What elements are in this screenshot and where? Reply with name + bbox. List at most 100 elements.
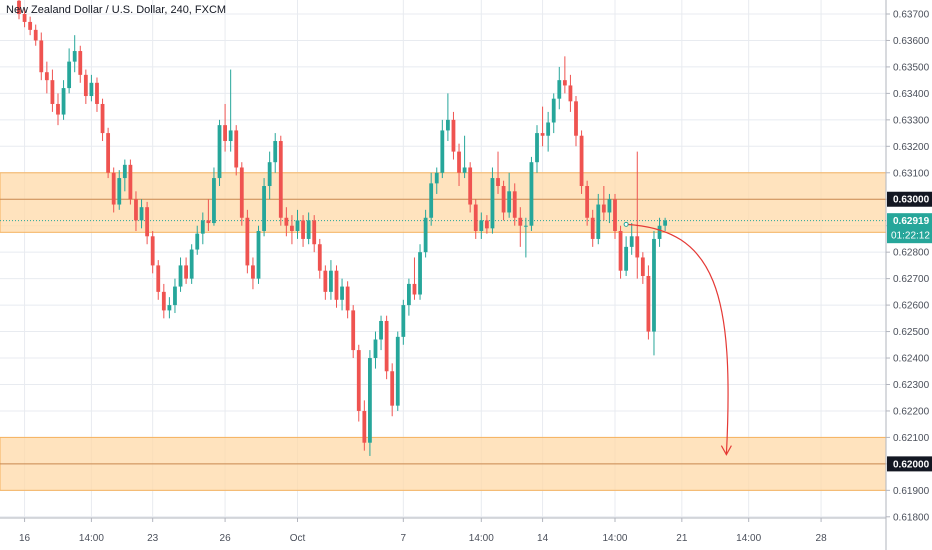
candle-body: [56, 103, 60, 115]
candle-body: [663, 220, 668, 226]
candle-body: [468, 167, 473, 205]
candle-body: [624, 246, 629, 271]
candle-body: [95, 82, 99, 104]
candle-body: [390, 371, 395, 406]
time-tick-label: 14:00: [736, 533, 761, 544]
resistance-level-label: 0.63000: [893, 195, 930, 206]
candle-body: [334, 270, 339, 300]
support-level-label: 0.62000: [893, 459, 930, 470]
candle-body: [267, 162, 272, 187]
candle-body: [306, 220, 311, 239]
candle-body: [117, 178, 122, 205]
candle-body: [228, 130, 233, 142]
candle-body: [39, 40, 44, 73]
candle-body: [111, 172, 116, 205]
candle-body: [50, 80, 55, 104]
candle-body: [451, 119, 456, 152]
price-tick-label: 0.62100: [893, 433, 930, 444]
time-tick-label: 14:00: [602, 533, 627, 544]
candle-body: [629, 236, 634, 247]
candle-body: [245, 217, 250, 266]
candle-body: [89, 82, 94, 97]
candle-body: [379, 320, 383, 340]
current-price-label: 0.62919: [893, 216, 930, 227]
candle-body: [122, 164, 127, 179]
candle-body: [345, 286, 350, 311]
candle-body: [128, 164, 133, 200]
candle-body: [618, 230, 623, 271]
candle-body: [540, 133, 545, 136]
candle-body: [373, 339, 378, 359]
candle-body: [173, 286, 177, 306]
time-tick-label: 14:00: [79, 533, 104, 544]
time-tick-label: 21: [676, 533, 688, 544]
candle-body: [206, 220, 211, 224]
candle-body: [490, 178, 495, 229]
chart-title: New Zealand Dollar / U.S. Dollar, 240, F…: [6, 4, 227, 16]
candle-body: [368, 358, 372, 443]
candle-body: [134, 199, 138, 221]
candle-body: [356, 350, 361, 411]
candle-body: [295, 220, 300, 231]
candle-body: [150, 236, 155, 266]
candle-body: [340, 286, 344, 300]
candle-body: [312, 220, 317, 245]
candle-body: [607, 199, 612, 213]
price-tick-label: 0.63500: [893, 62, 930, 73]
candle-body: [61, 88, 66, 115]
candle-body: [156, 265, 161, 292]
candle-body: [496, 178, 500, 187]
candle-body: [440, 130, 445, 173]
candle-body: [462, 167, 467, 173]
candle-body: [613, 199, 617, 231]
candle-body: [106, 133, 111, 173]
candle-body: [546, 122, 551, 136]
candle-body: [284, 217, 289, 226]
candle-body: [184, 265, 188, 279]
candle-body: [529, 162, 534, 226]
candle-body: [67, 61, 72, 89]
price-tick-label: 0.63200: [893, 142, 930, 153]
price-tick-label: 0.62500: [893, 327, 930, 338]
candle-body: [395, 336, 400, 406]
candle-body: [72, 51, 77, 62]
candle-body: [579, 135, 584, 187]
price-tick-label: 0.62200: [893, 406, 930, 417]
candle-body: [646, 275, 651, 332]
candle-body: [234, 130, 239, 168]
candle-body: [590, 217, 595, 239]
candle-body: [239, 167, 244, 218]
candle-body: [189, 249, 194, 279]
candle-body: [17, 0, 21, 14]
candle-body: [429, 183, 434, 218]
candle-body: [635, 236, 640, 258]
candle-body: [484, 220, 489, 229]
candle-body: [384, 320, 389, 372]
candle-body: [28, 21, 33, 30]
support-level-label-bg: [887, 456, 932, 472]
candle-body: [523, 225, 528, 227]
candle-body: [574, 101, 578, 136]
candle-body: [256, 230, 261, 279]
price-tick-label: 0.61900: [893, 486, 930, 497]
countdown-label: 01:22:12: [891, 231, 930, 242]
candle-body: [273, 141, 278, 163]
candle-body: [278, 141, 283, 218]
candle-body: [640, 257, 645, 276]
candle-body: [562, 80, 567, 86]
candle-body: [362, 410, 367, 443]
candle-body: [423, 217, 428, 253]
candle-body: [22, 13, 27, 22]
price-tick-label: 0.63600: [893, 36, 930, 47]
price-tick-label: 0.62700: [893, 274, 930, 285]
candle-body: [657, 225, 662, 239]
candle-body: [317, 244, 322, 271]
time-tick-label: 14: [537, 533, 549, 544]
price-tick-label: 0.63100: [893, 168, 930, 179]
candle-body: [251, 265, 255, 279]
candle-body: [407, 283, 411, 306]
price-tick-label: 0.61800: [893, 512, 930, 523]
time-tick-label: 7: [401, 533, 407, 544]
